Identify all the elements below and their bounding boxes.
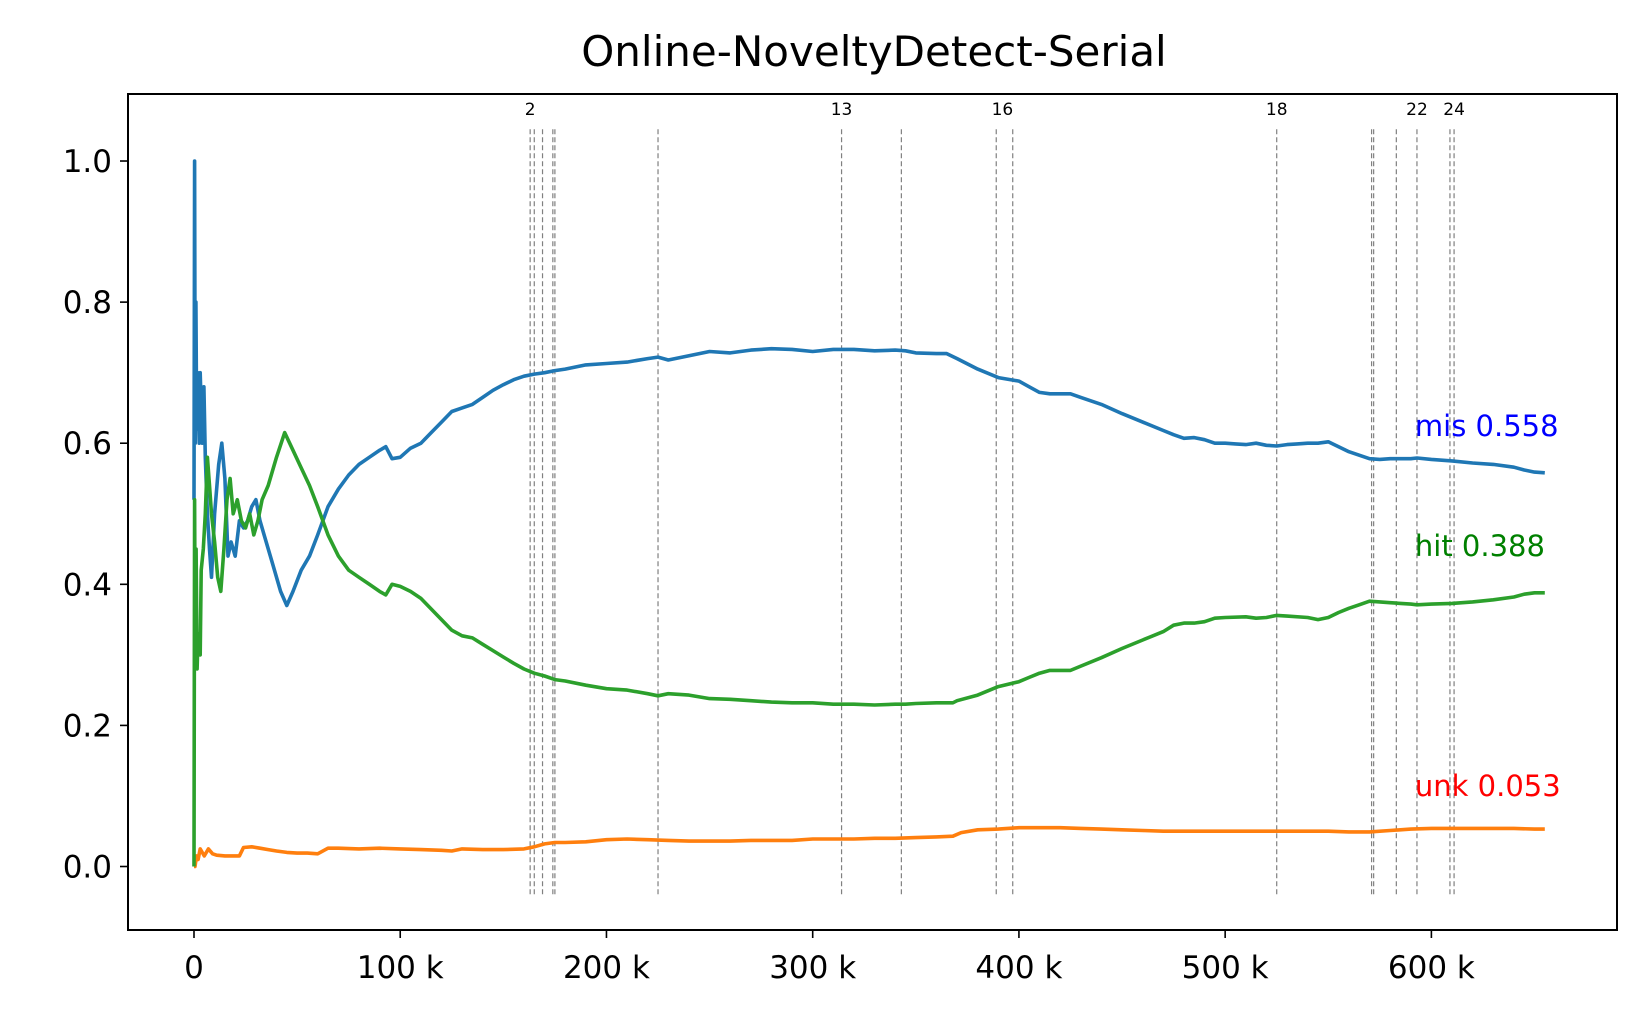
end-label-hit: hit 0.388	[1415, 529, 1545, 563]
marker-label-22: 22	[1406, 100, 1428, 120]
x-axis: 0 100 k 200 k 300 k 400 k 500 k 600 k	[184, 930, 1475, 986]
y-tick-label-4: 0.8	[63, 285, 112, 321]
series-line-hit	[192, 430, 1545, 867]
y-tick-label-2: 0.4	[63, 567, 112, 603]
x-tick-label-4: 400 k	[975, 950, 1062, 986]
y-tick-label-5: 1.0	[63, 144, 112, 180]
y-tick-label-1: 0.2	[63, 708, 112, 744]
marker-label-2: 2	[525, 100, 536, 120]
series-end-labels: mis 0.558 unk 0.053 hit 0.388	[1415, 409, 1561, 803]
x-tick-label-2: 200 k	[563, 950, 650, 986]
end-label-unk: unk 0.053	[1415, 769, 1561, 803]
y-tick-label-3: 0.6	[63, 426, 112, 462]
x-tick-label-0: 0	[184, 950, 204, 986]
series-lines	[192, 159, 1545, 869]
marker-label-24: 24	[1443, 100, 1465, 120]
vertical-marker-lines: 2 13 16 18 22 24	[525, 100, 1465, 895]
x-tick-label-1: 100 k	[357, 950, 444, 986]
series-line-unk	[193, 825, 1545, 869]
chart-title: Online-NoveltyDetect-Serial	[581, 27, 1166, 76]
x-tick-label-5: 500 k	[1182, 950, 1269, 986]
end-label-mis: mis 0.558	[1415, 409, 1559, 443]
marker-label-18: 18	[1266, 100, 1288, 120]
marker-label-13: 13	[831, 100, 853, 120]
x-tick-label-3: 300 k	[769, 950, 856, 986]
marker-label-16: 16	[992, 100, 1014, 120]
y-axis: 0.0 0.2 0.4 0.6 0.8 1.0	[63, 144, 128, 886]
x-tick-label-6: 600 k	[1388, 950, 1475, 986]
plot-frame	[127, 93, 1618, 931]
y-tick-label-0: 0.0	[63, 850, 112, 886]
